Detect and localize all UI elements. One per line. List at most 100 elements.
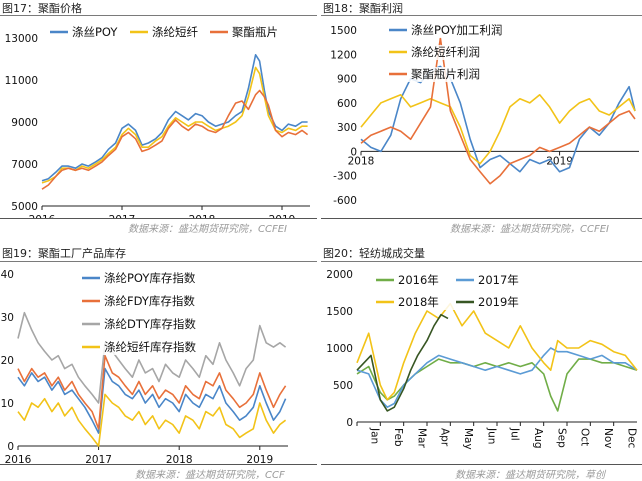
- chart4-y-tick: 2000: [326, 269, 353, 281]
- panel-3-top-rule: [0, 261, 317, 262]
- chart3-legend-bg: [80, 340, 208, 355]
- chart4-legend-bg: [374, 273, 468, 288]
- chart2-y-tick: 900: [337, 74, 357, 86]
- chart2-y-tick: 1200: [330, 49, 357, 61]
- panel-2-title: 图18：聚酯利润: [323, 2, 403, 15]
- chart4-y-tick: 500: [333, 380, 353, 392]
- chart4-legend-bg: [454, 295, 548, 310]
- chart2-series-line-1: [360, 65, 636, 173]
- chart4-y-tick: 0: [346, 417, 353, 429]
- chart4-x-tick: Oct: [579, 428, 591, 446]
- chart1-series-line-1: [41, 53, 308, 182]
- chart1-x-tick: 2019: [269, 214, 296, 218]
- chart3-legend-label: 涤纶短纤库存指数: [104, 340, 196, 354]
- panel-3-title: 图19：聚酯工厂产品库存: [2, 247, 126, 260]
- chart2-x-tick: 2018: [348, 155, 375, 167]
- chart4-x-tick: Aug: [532, 428, 544, 449]
- chart4-x-tick: Mar: [415, 428, 427, 448]
- chart4-legend-label: 2016年: [398, 273, 439, 287]
- chart-3: 0 10 20 30 40 2016 2017 2018 2019 涤纶POY库存指数涤纶FDY库…: [1, 269, 288, 464]
- panel-2-source: 数据来源：盛达期货研究院，CCFEI: [450, 224, 609, 235]
- chart3-y-tick: 20: [1, 355, 14, 367]
- chart4-y-tick: 1000: [326, 343, 353, 355]
- chart3-y-tick: 40: [1, 269, 14, 281]
- chart4-legend-bg: [374, 295, 468, 310]
- chart2-y-tick: 0: [350, 146, 357, 158]
- chart4-x-tick: Jul: [509, 427, 521, 441]
- chart1-legend-bg: [48, 25, 142, 40]
- chart4-x-tick: Jan: [369, 427, 381, 444]
- chart3-x-tick: 2016: [5, 454, 32, 464]
- chart1-series-line-2: [41, 66, 308, 184]
- chart4-x-tick: Jun: [485, 427, 497, 444]
- chart2-y-tick: 600: [337, 98, 357, 110]
- panel-3-source: 数据来源：盛达期货研究院，CCF: [135, 470, 285, 481]
- panel-1-source: 数据来源：盛达期货研究院，CCFEI: [128, 224, 287, 235]
- chart3-series-line-2: [17, 354, 287, 430]
- chart1-legend-label: 涤丝POY: [72, 25, 118, 39]
- panel-4-top-rule: [321, 261, 642, 262]
- chart2-legend-label: 涤丝POY加工利润: [411, 23, 502, 37]
- chart4-legend-label: 2018年: [398, 295, 439, 309]
- chart4-x-tick: Feb: [392, 428, 404, 447]
- chart3-legend-label: 涤纶POY库存指数: [104, 271, 196, 285]
- chart-1: 5000 7000 9000 11000 13000 2016 2017 2018 2019 涤丝…: [5, 25, 310, 218]
- chart1-series-line-3: [41, 89, 309, 190]
- chart3-y-tick: 10: [1, 398, 14, 410]
- chart1-y-tick: 7000: [11, 159, 38, 171]
- chart3-x-tick: 2018: [166, 454, 193, 464]
- chart3-legend-label: 涤纶FDY库存指数: [104, 294, 195, 308]
- chart1-y-tick: 5000: [11, 201, 38, 213]
- chart1-y-tick: 13000: [5, 33, 38, 45]
- chart4-x-tick: Dec: [625, 428, 637, 449]
- chart4-series-line-2: [356, 347, 638, 408]
- chart1-legend-bg: [208, 25, 290, 40]
- chart4-legend-label: 2019年: [478, 295, 519, 309]
- chart2-legend-bg: [387, 45, 492, 60]
- chart4-y-tick: 1500: [326, 306, 353, 318]
- chart4-x-tick: May: [462, 428, 474, 450]
- chart3-series-line-4: [17, 393, 287, 447]
- chart2-y-tick: -300: [333, 171, 357, 183]
- chart2-legend-bg: [387, 67, 492, 82]
- chart1-y-tick: 9000: [11, 117, 38, 129]
- chart3-legend-bg: [80, 317, 220, 332]
- chart4-legend-label: 2017年: [478, 273, 519, 287]
- chart3-y-tick: 30: [1, 312, 14, 324]
- chart1-x-tick: 2018: [189, 214, 216, 218]
- chart2-legend-label: 聚酯瓶片利润: [411, 67, 480, 81]
- chart2-y-tick: -600: [333, 195, 357, 207]
- chart1-legend-bg: [128, 25, 210, 40]
- panel-4-source: 数据来源：盛达期货研究院，草创: [455, 470, 605, 481]
- chart3-series-line-1: [17, 367, 287, 434]
- chart4-series-line-4: [356, 313, 449, 412]
- chart4-x-tick: Nov: [602, 428, 614, 449]
- panel-1-bottom-rule: [0, 218, 317, 219]
- panel-3-bottom-rule: [0, 464, 317, 465]
- chart2-series-line-3: [360, 37, 636, 185]
- chart3-legend-bg: [80, 294, 220, 309]
- chart-4: 0 500 1000 1500 2000 Jan Feb Mar Apr May Jun Jul Aug…: [326, 269, 638, 450]
- chart3-y-tick: 0: [7, 441, 14, 453]
- chart1-y-tick: 11000: [5, 75, 38, 87]
- chart4-legend-bg: [454, 273, 548, 288]
- chart1-legend-label: 涤纶短纤: [152, 25, 198, 39]
- panel-4-bottom-rule: [321, 464, 642, 465]
- chart1-x-tick: 2017: [109, 214, 136, 218]
- chart4-series-line-3: [356, 302, 638, 401]
- panel-1-title: 图17：聚酯价格: [2, 2, 82, 15]
- panel-4-title: 图20：轻纺城成交量: [323, 247, 425, 260]
- panel-1-top-rule: [0, 15, 317, 16]
- chart3-x-tick: 2019: [246, 454, 273, 464]
- chart4-x-tick: Apr: [439, 428, 451, 447]
- chart1-legend-label: 聚酯瓶片: [232, 25, 278, 39]
- panel-2-top-rule: [321, 15, 642, 16]
- chart2-legend-bg: [387, 23, 527, 38]
- chart2-y-tick: 1500: [330, 25, 357, 37]
- chart4-x-tick: Sep: [555, 428, 567, 448]
- panel-2-bottom-rule: [321, 218, 642, 219]
- chart3-series-line-3: [17, 311, 287, 404]
- chart3-x-tick: 2017: [85, 454, 112, 464]
- chart2-series-line-2: [360, 94, 636, 165]
